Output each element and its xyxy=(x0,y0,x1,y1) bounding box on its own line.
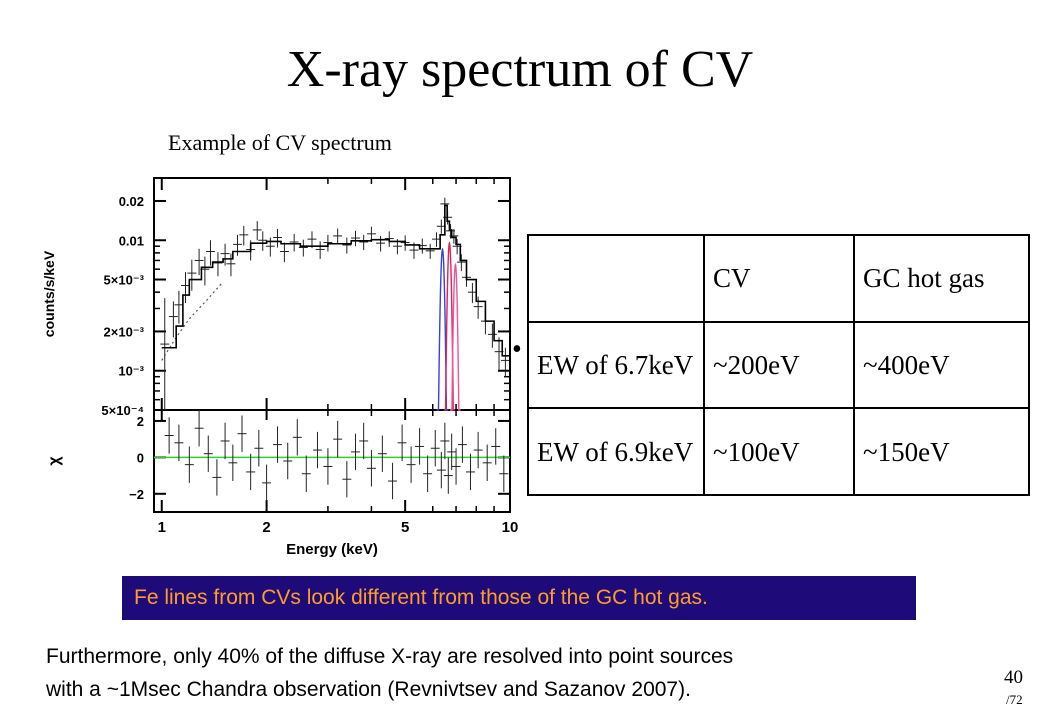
x-tick-label: 5 xyxy=(401,519,409,536)
y-tick-label-bottom: 0 xyxy=(137,450,144,465)
page-number: 40 xyxy=(1004,667,1023,688)
emission-line-component xyxy=(449,262,461,411)
emission-line-component xyxy=(443,241,455,411)
table-cell-cv-value: ~100eV xyxy=(703,407,855,496)
table-header-cell-cv: CV xyxy=(703,234,855,323)
table-row: EW of 6.7keV ~200eV ~400eV xyxy=(527,320,1030,410)
x-tick-label: 10 xyxy=(502,519,519,536)
x-axis-label: Energy (keV) xyxy=(286,541,378,558)
table-row: EW of 6.9keV ~100eV ~150eV xyxy=(527,407,1030,496)
paragraph-line: with a ~1Msec Chandra observation (Revni… xyxy=(46,678,691,701)
x-tick-label: 1 xyxy=(158,519,166,536)
body-paragraph: Furthermore, only 40% of the diffuse X-r… xyxy=(46,640,986,706)
figure-caption: Example of CV spectrum xyxy=(168,130,392,155)
y-tick-label-top: 2×10⁻³ xyxy=(104,324,145,339)
slide-title: X-ray spectrum of CV xyxy=(286,41,754,98)
y-tick-label-top: 0.01 xyxy=(119,233,144,248)
table-cell-row-label: EW of 6.7keV xyxy=(527,320,705,410)
y-tick-label-bottom: 2 xyxy=(137,414,144,429)
y-tick-label-bottom: −2 xyxy=(129,487,144,502)
y-tick-label-top: 0.02 xyxy=(119,194,144,209)
spectrum-svg: 0.020.015×10⁻³2×10⁻³10⁻³5×10⁻⁴20−21 2 5 10E… xyxy=(41,177,519,558)
table-header-row: CV GC hot gas xyxy=(527,234,1030,323)
y-axis-label-bottom: χ xyxy=(46,456,63,466)
highlight-note-box: Fe lines from CVs look different from th… xyxy=(122,576,916,620)
bullet-dot: • xyxy=(512,334,522,365)
x-tick-label: 2 xyxy=(262,519,270,536)
bottom-panel-frame xyxy=(153,409,511,513)
table-header-cell-gc-hot-gas: GC hot gas xyxy=(853,234,1030,323)
page-total: /72 xyxy=(1006,692,1023,707)
table-cell-gc-value: ~400eV xyxy=(853,320,1030,410)
y-axis-label-top: counts/s/keV xyxy=(41,250,57,337)
table-cell-row-label: EW of 6.9keV xyxy=(527,407,705,496)
emission-line-component xyxy=(436,247,449,411)
table-header-cell-empty xyxy=(527,234,705,323)
table-cell-gc-value: ~150eV xyxy=(853,407,1030,496)
dotted-continuum-line xyxy=(161,281,224,361)
paragraph-line: Furthermore, only 40% of the diffuse X-r… xyxy=(46,645,734,668)
equivalent-width-table: CV GC hot gas EW of 6.7keV ~200eV ~400eV… xyxy=(527,234,1030,496)
y-tick-label-top: 10⁻³ xyxy=(118,364,144,379)
y-tick-label-top: 5×10⁻⁴ xyxy=(101,403,144,418)
table-cell-cv-value: ~200eV xyxy=(703,320,855,410)
cv-spectrum-plot: 0.02 0.01 5×10⁻³ 2×10⁻³ 10⁻³ 5×10⁻⁴ 2 0 −2 1 2 5 10 E… xyxy=(38,172,528,562)
y-tick-label-top: 5×10⁻³ xyxy=(104,273,145,288)
model-curve xyxy=(161,204,511,371)
